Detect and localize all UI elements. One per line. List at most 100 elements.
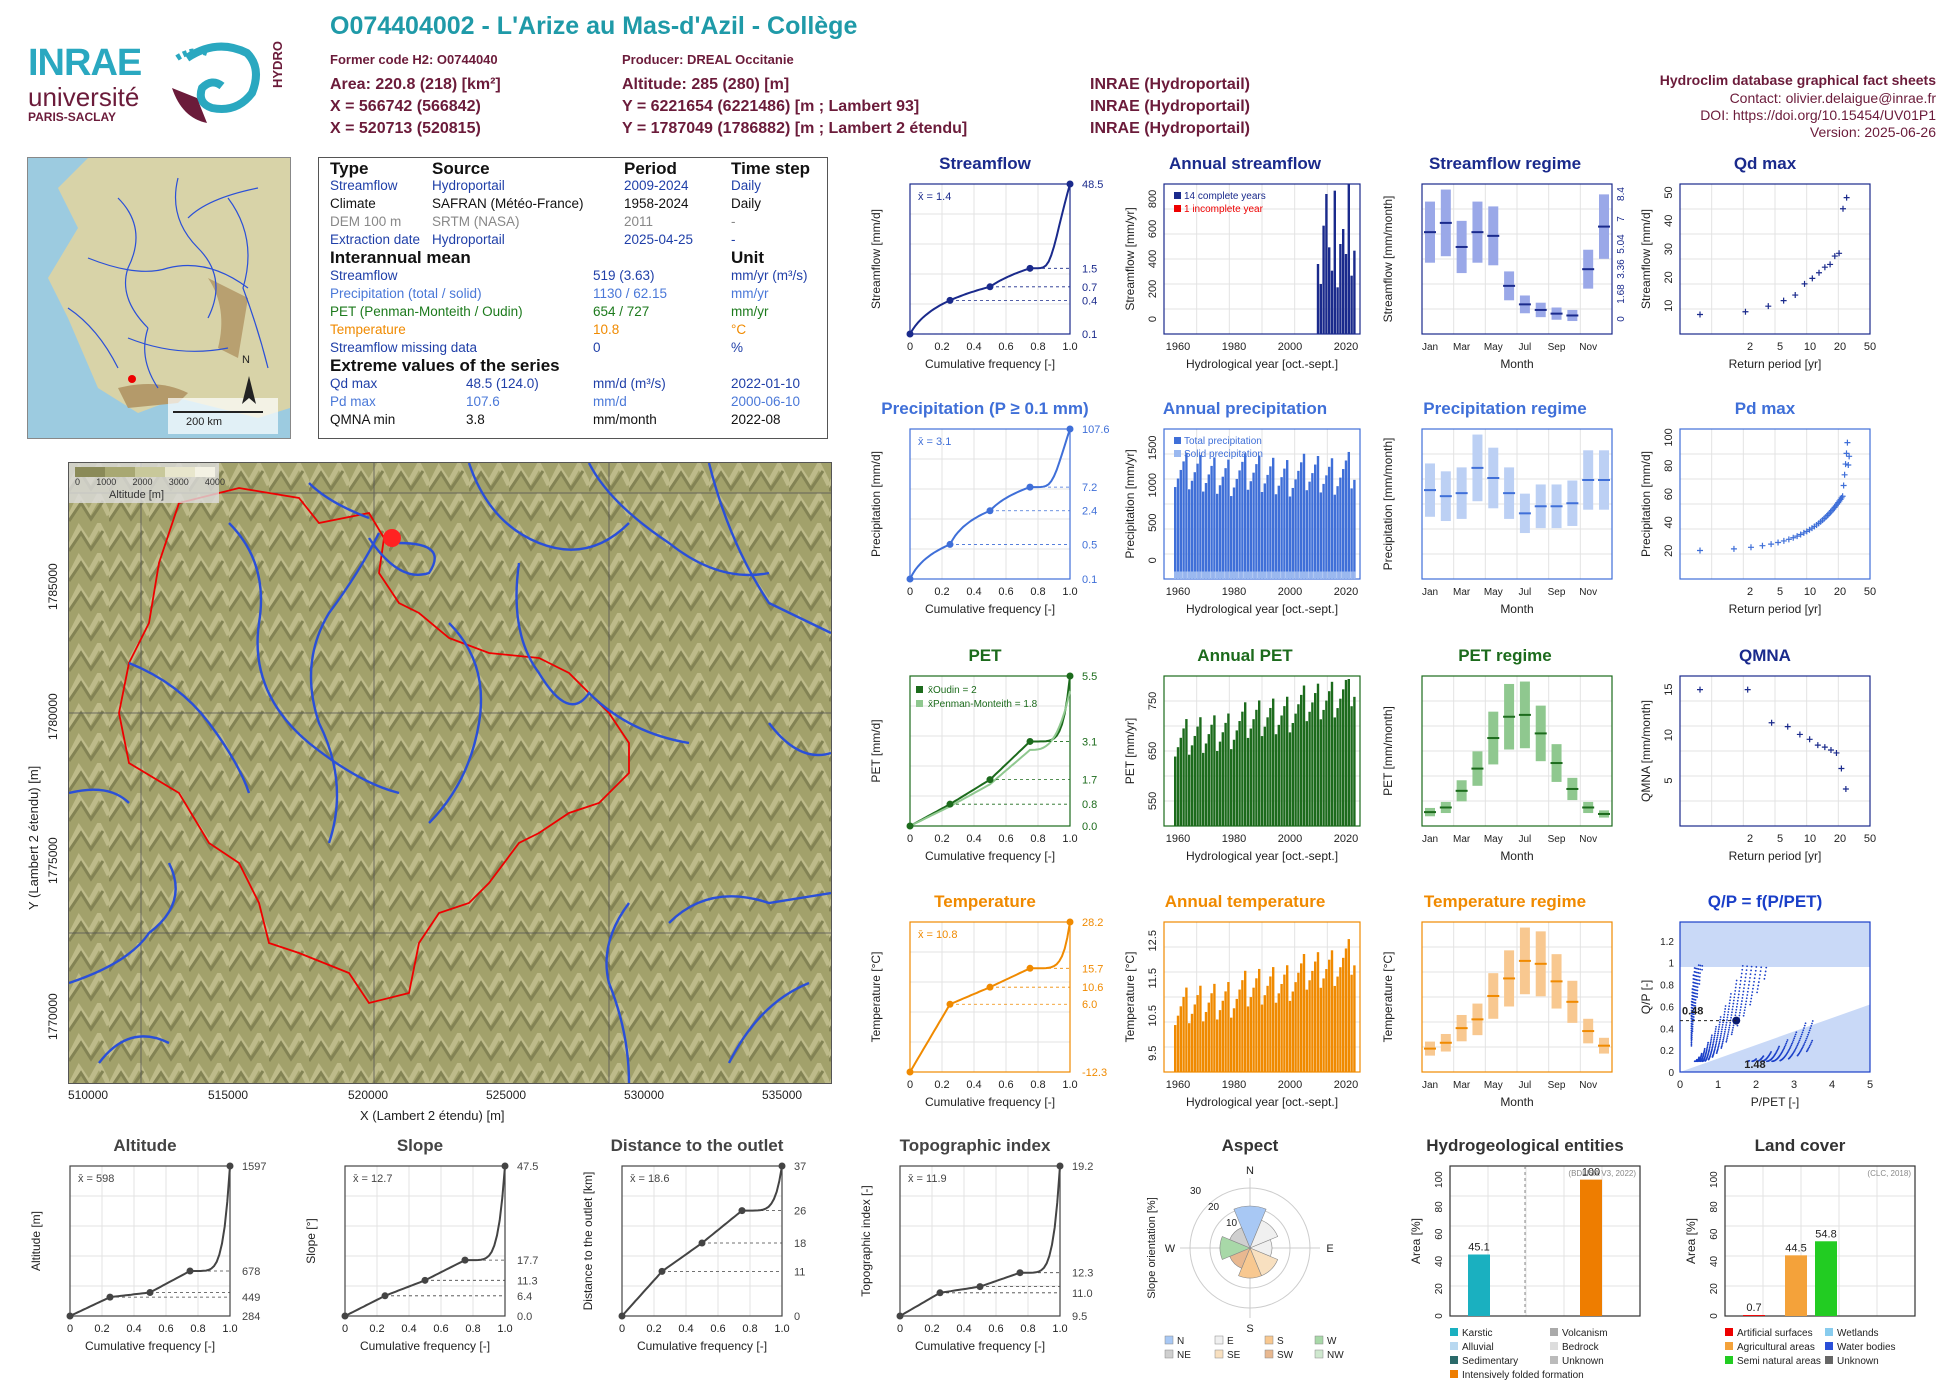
x-tick: 0 <box>907 586 913 598</box>
qp-point <box>1742 990 1745 993</box>
map-ytick: 1780000 <box>46 693 60 740</box>
annual-bar <box>1249 728 1252 826</box>
qp-point <box>1739 1009 1742 1011</box>
annual-bar <box>1216 750 1219 826</box>
annual-bar <box>1182 728 1185 826</box>
right-tick: 5.04 <box>1616 234 1627 254</box>
chart-title: Streamflow regime <box>1428 154 1582 173</box>
y-axis-label: PET [mm/d] <box>869 719 883 782</box>
qp-point <box>1741 997 1744 999</box>
qp-point <box>1725 1040 1728 1043</box>
x-axis-label: Hydrological year [oct.-sept.] <box>1186 357 1338 371</box>
annual-bar <box>1325 194 1328 334</box>
x-tick: 50 <box>1864 341 1876 353</box>
x-tick: 0 <box>619 1323 625 1335</box>
y-tick: 10.5 <box>1147 1005 1159 1026</box>
return-point <box>1801 280 1808 287</box>
qp-point <box>1715 1052 1718 1055</box>
solid-bar <box>1350 571 1353 579</box>
x-tick: 1980 <box>1222 586 1246 598</box>
mean-label: Temperature <box>330 322 406 337</box>
solid-bar <box>1336 571 1339 579</box>
qp-point <box>1721 1040 1724 1043</box>
qp-point <box>1695 985 1698 988</box>
annual-bar <box>1224 468 1227 579</box>
qp-point <box>1712 1040 1715 1043</box>
mean-unit: % <box>731 340 744 355</box>
annual-bar <box>1294 982 1297 1072</box>
return-point <box>1816 269 1823 276</box>
annual-bar <box>1196 995 1199 1072</box>
return-point <box>1768 719 1775 726</box>
x-tick: 1.0 <box>1052 1323 1067 1335</box>
legend-swatch <box>1174 192 1181 199</box>
area-bar <box>1468 1254 1490 1316</box>
x-tick: 0.6 <box>433 1323 448 1335</box>
right-tick: 0.7 <box>1082 282 1097 294</box>
annual-bar <box>1260 736 1264 826</box>
annual-bar <box>1188 1023 1191 1072</box>
annual-bar <box>1221 732 1224 826</box>
return-point <box>1846 453 1853 460</box>
qp-point <box>1711 1034 1713 1037</box>
direction-label: E <box>1326 1243 1333 1255</box>
chart-temperature: Temperature Cumulative frequency [-] Tempe… <box>860 892 1110 1138</box>
qp-point <box>1785 1040 1788 1043</box>
y-axis-label: Streamflow [mm/d] <box>869 209 883 309</box>
annual-bar <box>1174 1025 1177 1072</box>
cdf-line <box>909 183 1071 335</box>
annual-bar <box>1179 1006 1182 1072</box>
qp-point <box>1795 1046 1798 1048</box>
legend-swatch <box>1264 1335 1274 1345</box>
ring-label: 30 <box>1190 1186 1202 1197</box>
annual-bar <box>1339 244 1342 334</box>
extreme-label: Pd max <box>330 394 376 409</box>
legend-swatch <box>916 686 923 693</box>
qp-point <box>1808 1044 1811 1047</box>
qp-point <box>1691 1028 1694 1030</box>
doi[interactable]: DOI: https://doi.org/10.15454/UV01P1 <box>1700 107 1936 123</box>
qp-point <box>1723 1010 1726 1013</box>
qp-point <box>1719 1036 1722 1039</box>
former-code: Former code H2: O0744040 <box>330 52 498 67</box>
legend-label: Solid precipitation <box>1184 449 1263 460</box>
y-axis-label: Streamflow [mm/month] <box>1381 196 1395 323</box>
chart-title: Hydrogeological entities <box>1426 1136 1624 1155</box>
qp-point <box>1811 1020 1814 1022</box>
solid-bar <box>1347 571 1350 579</box>
annual-bar <box>1316 683 1320 826</box>
chart-title: Pd max <box>1734 399 1796 418</box>
qp-point <box>1704 1060 1707 1062</box>
row-type: Climate <box>330 196 376 211</box>
annual-bar <box>1224 991 1227 1072</box>
y-tick: 750 <box>1147 692 1159 710</box>
annual-bar <box>1218 485 1222 579</box>
annual-bar <box>1266 474 1269 579</box>
chart-svg: Cumulative frequency [-] Topographic inde… <box>859 1161 1093 1353</box>
annual-bar <box>1204 483 1208 579</box>
right-tick: 0 <box>794 1311 800 1323</box>
solid-bar <box>1260 571 1264 579</box>
chart-svg: Cumulative frequency [-] Altitude [m] 284 4… <box>29 1161 266 1353</box>
qp-point <box>1799 1037 1802 1040</box>
qp-point <box>1749 1003 1752 1006</box>
qp-point <box>1726 1035 1729 1038</box>
qp-point <box>1789 1045 1792 1048</box>
solid-bar <box>1291 571 1294 579</box>
x-tick: 0 <box>907 833 913 845</box>
qp-point <box>1741 968 1744 971</box>
solid-bar <box>1314 571 1317 579</box>
qp-point <box>1808 1029 1811 1032</box>
plot-frame <box>1449 1165 1641 1317</box>
annual-bar <box>1263 726 1266 826</box>
y-axis-label: Area [%] <box>1684 1218 1698 1264</box>
qp-point <box>1714 1028 1717 1030</box>
annual-bar <box>1330 458 1334 579</box>
qp-point <box>1746 990 1749 993</box>
legend-label: Sedimentary <box>1462 1356 1518 1367</box>
qp-point <box>1746 994 1749 996</box>
qp-point <box>1754 973 1757 976</box>
contact[interactable]: Contact: olivier.delaigue@inrae.fr <box>1729 90 1936 106</box>
y-axis-label: Precipitation [mm/d] <box>869 451 883 557</box>
qp-point <box>1691 1023 1694 1026</box>
